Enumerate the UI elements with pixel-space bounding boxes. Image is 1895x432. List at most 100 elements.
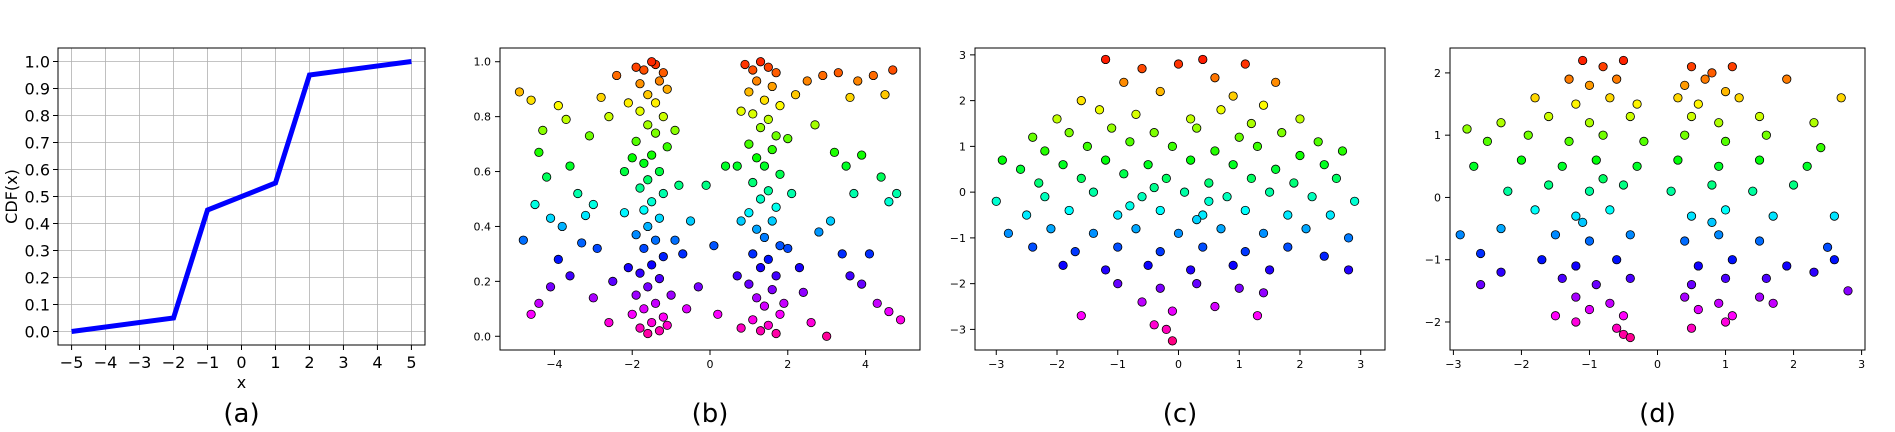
- scatter-point: [1720, 86, 1731, 97]
- scatter-point: [565, 161, 575, 171]
- scatter-point: [810, 120, 820, 130]
- x-tick-label: 5: [406, 353, 416, 372]
- y-tick-label: 0.9: [25, 80, 50, 99]
- scatter-point: [627, 153, 637, 163]
- scatter-point: [596, 92, 606, 103]
- scatter-point: [775, 241, 785, 251]
- scatter-point: [682, 304, 692, 314]
- scatter-point: [752, 153, 762, 163]
- scatter-point: [1113, 210, 1123, 220]
- scatter-point: [1584, 80, 1595, 90]
- scatter-point: [1625, 230, 1635, 240]
- scatter-point: [1125, 137, 1135, 147]
- scatter-point: [1192, 214, 1202, 225]
- scatter-point: [1571, 99, 1581, 109]
- scatter-point: [643, 282, 653, 292]
- scatter-point: [1748, 186, 1758, 196]
- scatter-point: [1186, 265, 1196, 275]
- scatter-point: [514, 87, 525, 97]
- scatter-point: [822, 331, 832, 341]
- scatter-point: [1591, 280, 1601, 290]
- scatter-point: [1571, 317, 1581, 327]
- scatter-point: [849, 188, 859, 199]
- scatter-point: [639, 205, 649, 215]
- scatter-point: [771, 131, 781, 141]
- scatter-point: [1720, 273, 1731, 283]
- scatter-point: [806, 317, 816, 328]
- x-tick-label: 2: [784, 358, 791, 371]
- scatter-point: [833, 68, 843, 78]
- scatter-point: [1167, 336, 1178, 346]
- scatter-point: [1143, 160, 1153, 170]
- scatter-point: [1155, 283, 1165, 293]
- scatter-point: [701, 180, 711, 190]
- scatter-point: [1843, 286, 1853, 296]
- scatter-point: [1768, 211, 1778, 221]
- scatter-point: [1584, 118, 1595, 128]
- scatter-point: [565, 271, 575, 281]
- scatter-point: [639, 65, 649, 75]
- scatter-point: [1210, 146, 1220, 156]
- y-tick-label: 0.6: [474, 166, 492, 179]
- scatter-point: [1325, 210, 1335, 220]
- x-tick-label: 1: [270, 353, 280, 372]
- scatter-point: [1734, 93, 1744, 103]
- scatter-point: [1530, 205, 1540, 215]
- scatter-point: [1686, 211, 1697, 221]
- scatter-point: [545, 282, 556, 292]
- y-tick-label: 0.1: [25, 296, 50, 315]
- y-tick-label: 0.4: [25, 215, 50, 234]
- y-tick-label: 1: [959, 140, 966, 153]
- scatter-point: [1605, 298, 1615, 308]
- scatter-point: [1571, 261, 1581, 271]
- scatter-point: [1496, 223, 1506, 234]
- scatter-point: [631, 230, 641, 240]
- scatter-point: [787, 188, 797, 199]
- panel-d-frame: [1449, 47, 1866, 351]
- scatter-point: [1277, 128, 1287, 138]
- panel-d-plot-area: [1455, 55, 1853, 343]
- x-tick-label: −4: [546, 358, 562, 371]
- scatter-point: [1210, 301, 1220, 312]
- panel-b-caption: (b): [692, 399, 729, 429]
- scatter-point: [775, 169, 785, 179]
- x-tick-label: −2: [1513, 358, 1529, 371]
- scatter-point: [1240, 247, 1250, 257]
- scatter-point: [1836, 93, 1846, 103]
- scatter-point: [1240, 205, 1250, 216]
- scatter-point: [755, 194, 766, 204]
- x-tick-label: −2: [624, 358, 640, 371]
- scatter-point: [798, 287, 808, 297]
- scatter-point: [857, 150, 867, 160]
- scatter-point: [818, 70, 828, 81]
- x-tick-label: −2: [162, 353, 186, 372]
- scatter-point: [771, 202, 781, 212]
- y-tick-label: 0.6: [25, 161, 50, 180]
- scatter-point: [1149, 320, 1159, 330]
- scatter-point: [1131, 224, 1141, 234]
- y-tick-label: 0.8: [25, 107, 50, 126]
- scatter-point: [670, 125, 680, 135]
- scatter-point: [1537, 255, 1547, 265]
- scatter-point: [662, 142, 672, 152]
- scatter-point: [1343, 265, 1354, 275]
- scatter-point: [892, 188, 902, 199]
- y-tick-label: 1.0: [25, 53, 50, 72]
- scatter-point: [1693, 304, 1703, 315]
- scatter-point: [623, 98, 633, 108]
- x-tick-label: −3: [988, 358, 1004, 371]
- scatter-point: [767, 81, 777, 92]
- y-tick-label: 0: [1434, 191, 1441, 204]
- scatter-point: [666, 290, 676, 300]
- scatter-point: [526, 309, 536, 319]
- scatter-point: [654, 76, 665, 86]
- scatter-point: [1809, 118, 1819, 128]
- scatter-point: [588, 293, 598, 303]
- scatter-point: [1125, 201, 1135, 211]
- scatter-point: [1530, 93, 1540, 103]
- scatter-point: [1557, 273, 1567, 283]
- scatter-point: [1598, 174, 1608, 184]
- scatter-point: [767, 284, 777, 295]
- y-tick-label: −1: [1425, 254, 1441, 267]
- scatter-point: [1809, 267, 1819, 277]
